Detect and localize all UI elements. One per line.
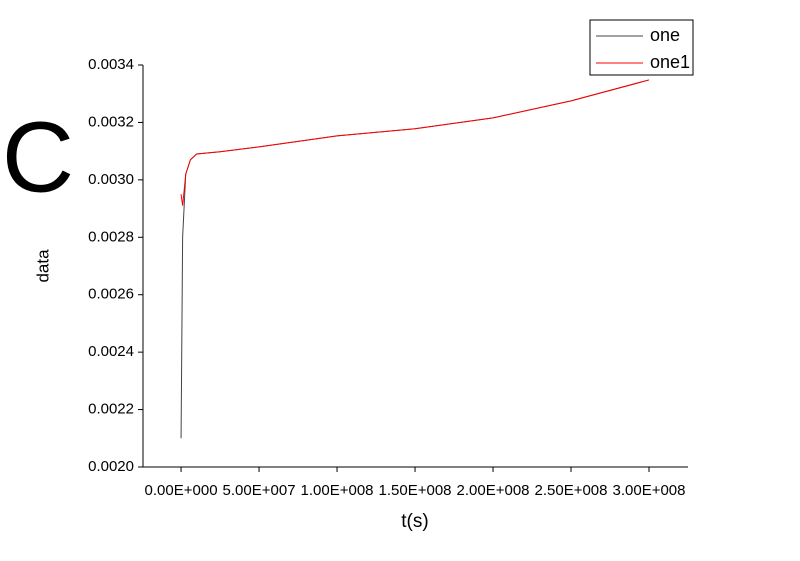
y-tick-label: 0.0020	[88, 458, 134, 475]
y-tick-label: 0.0028	[88, 228, 134, 245]
legend-label: one	[650, 25, 680, 45]
y-tick-label: 0.0024	[88, 343, 134, 360]
x-tick-label: 5.00E+007	[223, 482, 296, 499]
x-tick-label: 1.50E+008	[379, 482, 452, 499]
y-tick-label: 0.0034	[88, 56, 134, 73]
y-tick-label: 0.0022	[88, 401, 134, 418]
x-axis-label: t(s)	[401, 511, 428, 532]
series-line	[180, 79, 650, 439]
y-tick-label: 0.0032	[88, 113, 134, 130]
series-line	[180, 79, 650, 206]
y-axis-label: data	[33, 249, 52, 283]
legend-box	[589, 19, 694, 76]
x-tick-label: 2.50E+008	[535, 482, 608, 499]
legend-label: one1	[650, 52, 690, 72]
y-tick-label: 0.0030	[88, 171, 134, 188]
x-tick-label: 3.00E+008	[613, 482, 686, 499]
x-tick-label: 0.00E+000	[145, 482, 218, 499]
x-tick-label: 2.00E+008	[457, 482, 530, 499]
panel-letter: C	[2, 101, 74, 213]
y-tick-label: 0.0026	[88, 286, 134, 303]
x-tick-label: 1.00E+008	[301, 482, 374, 499]
